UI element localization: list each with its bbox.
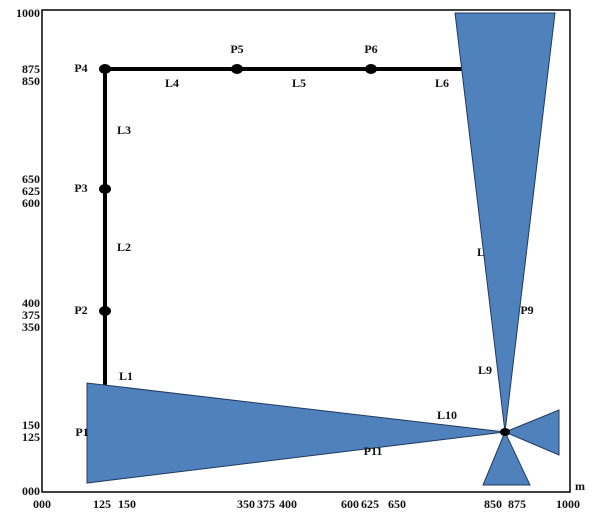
node bbox=[99, 184, 111, 194]
beam-triangle bbox=[482, 430, 531, 486]
x-tick-label: 150 bbox=[118, 497, 136, 511]
x-tick-label: 625 bbox=[361, 497, 379, 511]
x-tick-label: 400 bbox=[279, 497, 297, 511]
point-label: P11 bbox=[364, 444, 383, 458]
point-label: P3 bbox=[74, 181, 87, 195]
node bbox=[500, 428, 510, 436]
x-tick-label: 000 bbox=[33, 497, 51, 511]
point-label: P5 bbox=[230, 42, 243, 56]
y-tick-label: 000 bbox=[22, 484, 40, 498]
x-tick-label: 650 bbox=[388, 497, 406, 511]
y-tick-label: 850 bbox=[22, 74, 40, 88]
x-tick-label: 600 bbox=[341, 497, 359, 511]
line-label: L6 bbox=[435, 76, 449, 90]
point-label: P2 bbox=[74, 303, 87, 317]
y-tick-label: 875 bbox=[22, 62, 40, 76]
y-tick-label: 150 bbox=[22, 418, 40, 432]
point-label: P1 bbox=[75, 425, 88, 439]
line-label: L5 bbox=[292, 76, 306, 90]
beam-triangle bbox=[86, 382, 506, 484]
line-label: L bbox=[477, 245, 485, 259]
frame bbox=[41, 9, 571, 493]
line-label: L10 bbox=[437, 408, 457, 422]
y-tick-label: 650 bbox=[22, 172, 40, 186]
y-tick-label: 125 bbox=[22, 430, 40, 444]
node bbox=[99, 64, 111, 74]
x-tick-label: 875 bbox=[508, 497, 526, 511]
node bbox=[231, 64, 243, 74]
point-label: P4 bbox=[74, 61, 87, 75]
line-label: L9 bbox=[478, 363, 492, 377]
y-tick-label: 600 bbox=[22, 196, 40, 210]
x-tick-label: 850 bbox=[484, 497, 502, 511]
node bbox=[365, 64, 377, 74]
unit-label: m bbox=[575, 479, 585, 493]
point-label: P6 bbox=[364, 42, 377, 56]
y-tick-label: 375 bbox=[22, 308, 40, 322]
node bbox=[99, 306, 111, 316]
beam-triangle bbox=[503, 409, 560, 456]
y-tick-label: 350 bbox=[22, 320, 40, 334]
line-label: L3 bbox=[117, 123, 131, 137]
x-tick-label: 1000 bbox=[556, 497, 580, 511]
y-tick-label: 1000 bbox=[16, 6, 40, 20]
beam-triangle bbox=[454, 12, 556, 433]
x-tick-label: 350 bbox=[237, 497, 255, 511]
x-tick-label: 125 bbox=[93, 497, 111, 511]
line-label: L1 bbox=[119, 369, 133, 383]
line-label: L2 bbox=[117, 240, 131, 254]
y-tick-label: 400 bbox=[22, 296, 40, 310]
line-label: L4 bbox=[165, 76, 179, 90]
y-tick-label: 625 bbox=[22, 184, 40, 198]
point-label: P9 bbox=[520, 303, 533, 317]
x-tick-label: 375 bbox=[257, 497, 275, 511]
